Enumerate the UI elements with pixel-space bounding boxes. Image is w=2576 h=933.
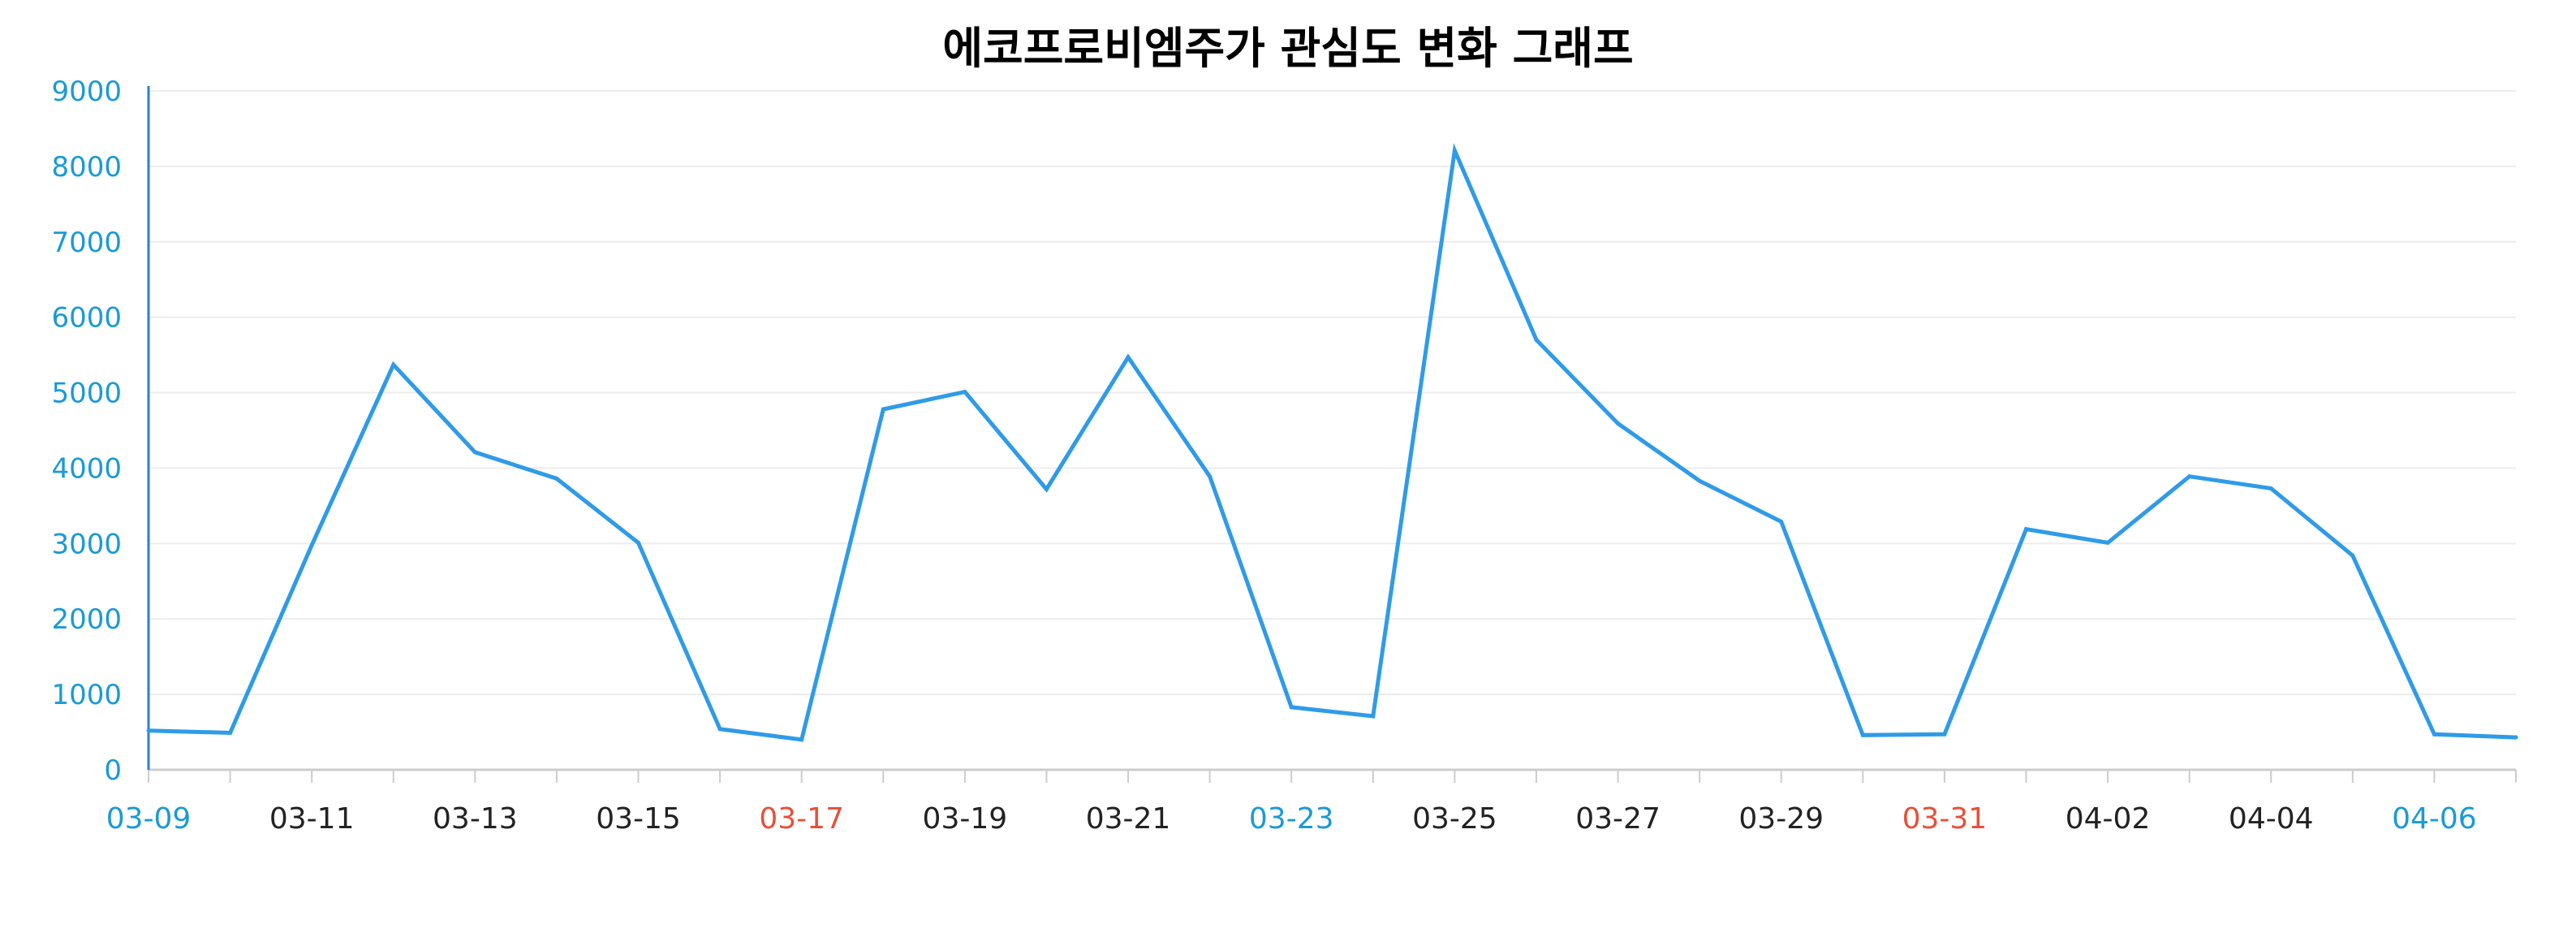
data-point	[2023, 527, 2028, 532]
data-point	[146, 728, 151, 733]
y-tick-label: 4000	[51, 452, 122, 485]
x-tick-label: 03-17	[759, 802, 844, 836]
data-point	[554, 476, 559, 481]
data-point	[2514, 735, 2518, 740]
data-point	[1371, 714, 1376, 719]
x-tick-label: 03-25	[1412, 802, 1497, 836]
y-tick-label: 1000	[51, 679, 122, 711]
data-point	[309, 542, 314, 547]
data-point	[2105, 540, 2110, 545]
x-tick-label: 03-29	[1738, 802, 1824, 836]
y-tick-label: 7000	[51, 227, 122, 259]
series-layer	[146, 143, 2518, 742]
data-point	[1452, 148, 1457, 153]
data-point	[1779, 519, 1784, 524]
data-point	[2432, 732, 2436, 736]
data-point	[472, 450, 477, 455]
data-point	[717, 727, 722, 732]
data-point	[881, 407, 885, 412]
x-tick-label: 04-06	[2392, 802, 2477, 836]
data-point	[2268, 486, 2273, 491]
data-point	[1044, 486, 1049, 491]
data-point	[2350, 553, 2355, 558]
data-point	[1616, 421, 1621, 426]
data-point	[228, 730, 233, 735]
data-point	[1289, 705, 1294, 710]
data-point	[1942, 732, 1947, 736]
x-tick-label: 03-15	[596, 802, 681, 836]
x-tick-label: 03-19	[923, 802, 1008, 836]
x-tick-label: 03-11	[269, 802, 355, 836]
x-tick-label: 03-31	[1902, 802, 1988, 836]
y-tick-label: 6000	[51, 302, 122, 335]
x-tick-label: 04-04	[2229, 802, 2314, 836]
y-tick-label: 2000	[51, 603, 122, 636]
data-point	[391, 362, 396, 367]
data-point	[1697, 478, 1702, 483]
data-point	[1860, 732, 1865, 737]
series-line-0	[148, 143, 2517, 742]
y-tick-label: 8000	[51, 151, 122, 184]
data-point	[1534, 338, 1539, 343]
axes	[147, 86, 2517, 783]
y-tick-label: 9000	[51, 76, 122, 108]
x-tick-label: 03-09	[106, 802, 192, 836]
data-point	[1126, 355, 1131, 360]
data-point	[799, 737, 804, 742]
y-axis-tick-labels: 0 1000 2000 3000 4000 5000 6000 7000 8000 9000	[51, 76, 122, 787]
x-tick-label: 03-27	[1575, 802, 1661, 836]
y-tick-label: 0	[104, 754, 122, 787]
y-tick-label: 3000	[51, 528, 122, 560]
chart-title: 에코프로비엠주가 관심도 변화 그래프	[942, 23, 1633, 74]
data-point	[1208, 474, 1213, 479]
gridlines	[149, 90, 2516, 696]
x-tick-label: 03-13	[433, 802, 518, 836]
x-tick-label: 04-02	[2066, 802, 2151, 836]
x-tick-label: 03-23	[1249, 802, 1334, 836]
x-axis-tick-labels: 03-09 03-11 03-13 03-15 03-17 03-19 03-21 03-23…	[106, 802, 2477, 836]
data-point	[2187, 474, 2192, 479]
y-tick-label: 5000	[51, 378, 122, 410]
data-point	[636, 540, 641, 545]
x-tick-label: 03-21	[1086, 802, 1171, 836]
data-point	[963, 390, 967, 395]
